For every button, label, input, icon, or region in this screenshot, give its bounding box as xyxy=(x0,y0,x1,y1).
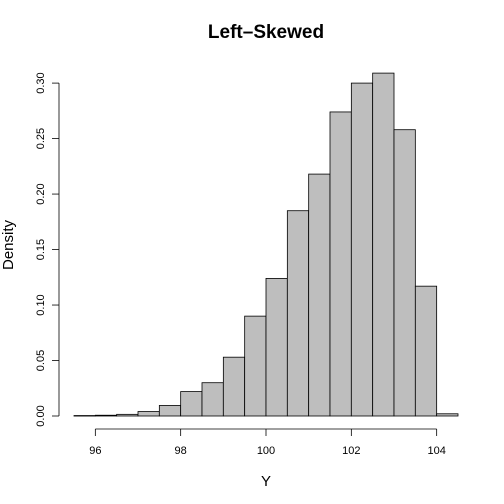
x-tick-label-2: 100 xyxy=(257,445,275,457)
histogram-bar-15 xyxy=(393,129,416,417)
y-axis: 0.00 0.05 0.10 0.15 0.20 0.25 0.30 xyxy=(35,72,60,427)
histogram-bar-13 xyxy=(350,82,374,417)
y-tick-label-5: 0.25 xyxy=(35,128,47,149)
chart-title: Left–Skewed xyxy=(208,22,324,43)
histogram-bar-7 xyxy=(222,356,246,417)
histogram-bar-10 xyxy=(286,210,310,417)
histogram-bar-2 xyxy=(116,413,139,417)
histogram-bar-16 xyxy=(414,285,438,417)
histogram-bar-3 xyxy=(137,411,160,417)
y-axis-label: Density xyxy=(0,219,17,270)
histogram-bar-12 xyxy=(329,111,352,417)
histogram-bar-1 xyxy=(94,414,118,417)
x-tick-label-3: 102 xyxy=(342,445,360,457)
x-axis: 96 98 100 102 104 xyxy=(89,428,446,457)
histogram-bar-9 xyxy=(265,277,288,417)
histogram-bar-6 xyxy=(201,382,224,417)
histogram-bar-5 xyxy=(180,391,203,417)
y-tick-label-6: 0.30 xyxy=(35,72,47,93)
y-tick-label-3: 0.15 xyxy=(35,239,47,260)
x-tick-label-1: 98 xyxy=(175,445,187,457)
x-axis-label: Y xyxy=(261,473,271,490)
histogram-bar-0 xyxy=(73,415,96,417)
bars-group xyxy=(73,72,459,417)
histogram-bar-14 xyxy=(372,72,395,417)
histogram-bar-4 xyxy=(158,405,182,417)
histogram-bar-8 xyxy=(244,315,267,417)
x-tick-label-0: 96 xyxy=(89,445,101,457)
y-tick-label-0: 0.00 xyxy=(35,405,47,426)
y-tick-label-4: 0.20 xyxy=(35,183,47,204)
y-tick-label-2: 0.10 xyxy=(35,294,47,315)
histogram-bar-17 xyxy=(436,413,459,417)
y-tick-label-1: 0.05 xyxy=(35,350,47,371)
histogram-bar-11 xyxy=(308,173,331,417)
x-tick-label-4: 104 xyxy=(427,445,445,457)
